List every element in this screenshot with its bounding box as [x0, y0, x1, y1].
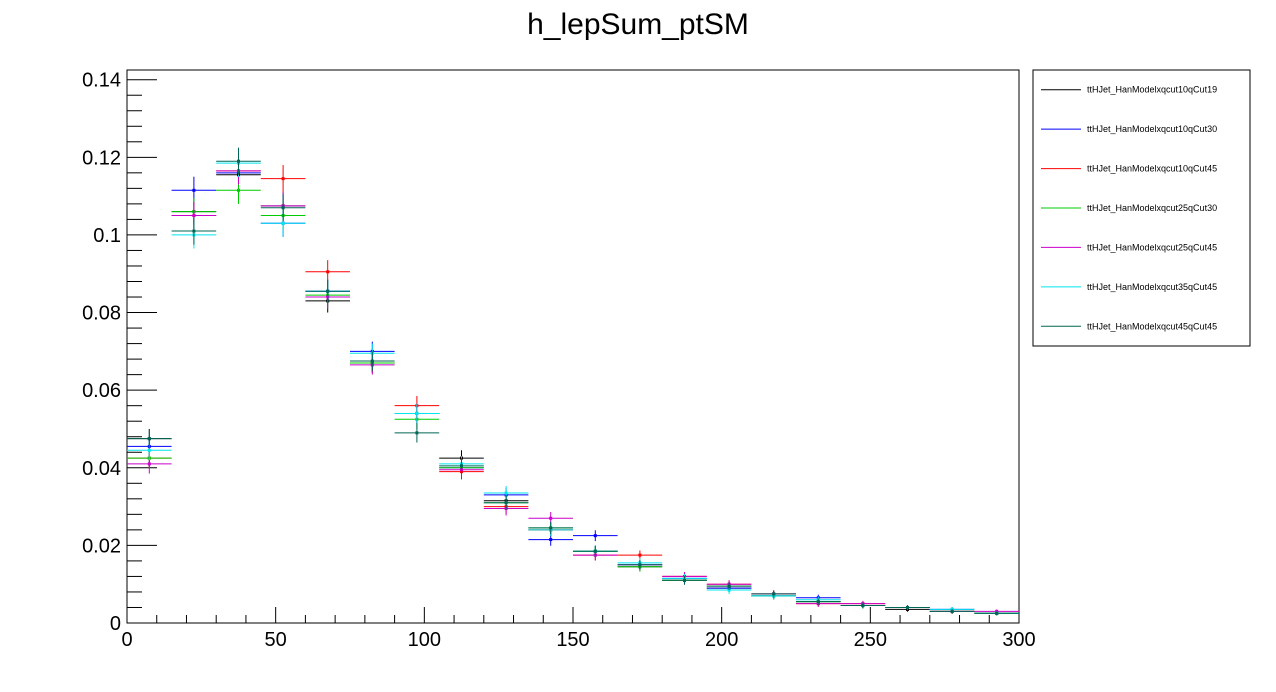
legend-entry: ttHJet_HanModelxqcut25qCut45	[1041, 242, 1217, 252]
data-point	[528, 521, 573, 535]
legend-entry: ttHJet_HanModelxqcut25qCut30	[1041, 203, 1217, 213]
y-tick-label: 0.1	[93, 225, 121, 247]
point-marker	[415, 431, 419, 435]
point-marker	[638, 553, 642, 557]
point-marker	[460, 464, 463, 468]
data-point	[305, 279, 350, 303]
data-point	[260, 165, 306, 193]
point-marker	[772, 592, 776, 596]
point-marker	[326, 289, 330, 293]
data-point	[394, 403, 440, 424]
point-marker	[237, 159, 240, 163]
data-point	[796, 598, 841, 605]
data-point	[706, 582, 752, 591]
point-marker	[281, 206, 285, 210]
data-point	[260, 194, 306, 222]
series-group	[127, 157, 1019, 616]
point-marker	[504, 491, 508, 495]
point-marker	[593, 534, 597, 538]
point-marker	[995, 611, 999, 615]
point-marker	[192, 229, 196, 233]
y-tick-label: 0.04	[82, 458, 121, 480]
series-group	[127, 147, 1019, 616]
series-group	[127, 161, 1019, 616]
point-marker	[147, 448, 151, 452]
point-marker	[638, 563, 642, 567]
point-marker	[192, 214, 196, 218]
data-point	[974, 611, 1019, 616]
y-tick-label: 0.12	[82, 147, 121, 169]
data-point	[127, 428, 172, 449]
series-group	[127, 149, 1019, 616]
axes: 0 50 100 150 200 250 300 0 0.02 0.04 0.06 0.08 0.1 0.…	[82, 70, 1036, 651]
legend-entry: ttHJet_HanModelxqcut10qCut45	[1041, 164, 1217, 174]
legend-label: ttHJet_HanModelxqcut45qCut45	[1087, 321, 1217, 331]
y-tick-label: 0.06	[82, 380, 121, 402]
data-point	[394, 423, 440, 443]
data-point	[573, 545, 618, 557]
legend-label: ttHJet_HanModelxqcut10qCut19	[1087, 85, 1217, 95]
chart-title: h_lepSum_ptSM	[527, 8, 749, 41]
point-marker	[326, 270, 330, 274]
point-marker	[549, 516, 553, 520]
data-point	[171, 217, 217, 245]
x-tick-label: 300	[1002, 629, 1035, 651]
series-group	[127, 176, 1019, 616]
point-marker	[504, 501, 508, 505]
data-marks	[127, 147, 1019, 616]
point-marker	[683, 578, 686, 582]
point-marker	[415, 411, 419, 415]
data-point	[617, 560, 663, 570]
x-tick-label: 250	[854, 629, 887, 651]
legend-label: ttHJet_HanModelxqcut25qCut45	[1087, 242, 1217, 252]
point-marker	[370, 359, 374, 363]
x-tick-label: 0	[121, 629, 132, 651]
x-tick-label: 50	[265, 629, 287, 651]
point-marker	[950, 609, 954, 613]
point-marker	[906, 605, 909, 609]
legend-entry: ttHJet_HanModelxqcut35qCut45	[1041, 282, 1217, 292]
series-group	[127, 157, 1019, 614]
y-tick-label: 0	[110, 613, 121, 635]
x-tick-label: 150	[556, 629, 589, 651]
legend-label: ttHJet_HanModelxqcut25qCut30	[1087, 203, 1217, 213]
legend-label: ttHJet_HanModelxqcut35qCut45	[1087, 282, 1217, 292]
data-point	[350, 351, 395, 371]
point-marker	[727, 584, 731, 588]
legend-entry: ttHJet_HanModelxqcut45qCut45	[1041, 321, 1217, 331]
series-group	[127, 159, 1019, 616]
data-point	[662, 576, 707, 585]
legend-entry: ttHJet_HanModelxqcut10qCut30	[1041, 124, 1217, 134]
data-point	[573, 530, 618, 542]
point-marker	[861, 604, 865, 608]
y-tick-label: 0.08	[82, 303, 121, 325]
data-point	[483, 495, 529, 510]
legend-entry: ttHJet_HanModelxqcut10qCut19	[1041, 85, 1217, 95]
data-point	[929, 609, 975, 614]
point-marker	[147, 437, 151, 441]
point-marker	[549, 538, 553, 542]
data-point	[840, 602, 886, 609]
legend-label: ttHJet_HanModelxqcut10qCut45	[1087, 164, 1217, 174]
legend: ttHJet_HanModelxqcut10qCut19 ttHJet_HanMo…	[1032, 69, 1251, 347]
data-point	[751, 590, 796, 598]
point-marker	[192, 188, 196, 192]
point-marker	[147, 462, 151, 466]
data-point	[885, 605, 930, 610]
data-point	[216, 147, 261, 175]
point-marker	[816, 600, 820, 604]
point-marker	[281, 177, 285, 181]
legend-label: ttHJet_HanModelxqcut10qCut30	[1087, 124, 1217, 134]
point-marker	[549, 526, 553, 530]
point-marker	[593, 549, 597, 553]
x-tick-label: 200	[705, 629, 738, 651]
data-point	[439, 458, 484, 474]
y-tick-label: 0.02	[82, 535, 121, 557]
x-tick-label: 100	[408, 629, 441, 651]
point-marker	[281, 221, 285, 225]
y-tick-label: 0.14	[82, 70, 121, 92]
point-marker	[237, 188, 240, 192]
